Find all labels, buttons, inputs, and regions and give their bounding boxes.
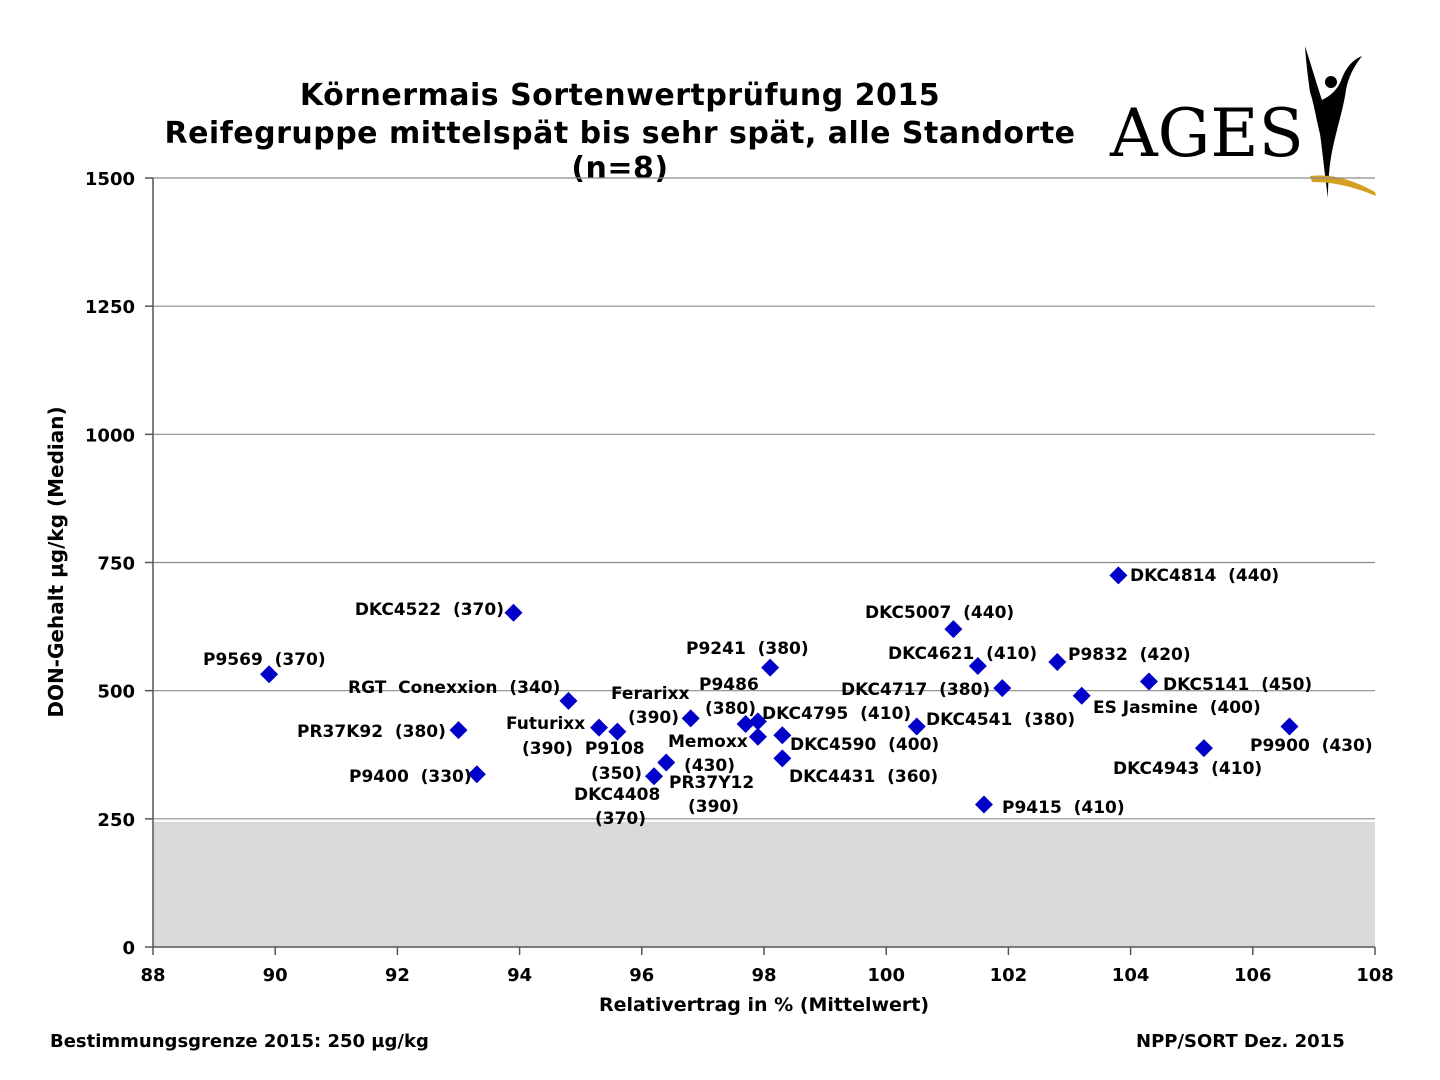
point-label: (390) P9108 — [522, 739, 645, 759]
point-label: PR37K92 (380) — [297, 722, 446, 742]
data-point — [748, 727, 767, 746]
x-tick-label: 106 — [1234, 965, 1272, 986]
point-label: ES Jasmine (400) — [1093, 698, 1261, 718]
data-point — [590, 718, 609, 737]
x-tick-label: 100 — [867, 965, 905, 986]
logo-text: AGES — [1109, 95, 1304, 172]
x-tick-label: 108 — [1356, 965, 1394, 986]
data-point — [761, 658, 780, 677]
x-axis-title: Relativertrag in % (Mittelwert) — [599, 994, 929, 1016]
point-label: (370) — [595, 809, 646, 829]
x-tick-label: 94 — [507, 965, 532, 986]
chart-title-line2: Reifegruppe mittelspät bis sehr spät, al… — [164, 116, 1076, 186]
point-label: P9241 (380) — [686, 639, 809, 659]
point-label: DKC4590 (400) — [790, 735, 939, 755]
point-label: DKC5007 (440) — [865, 603, 1014, 623]
data-point — [504, 603, 523, 622]
data-point — [968, 657, 987, 676]
point-label: DKC4431 (360) — [789, 767, 938, 787]
data-point — [974, 795, 993, 814]
data-point — [681, 709, 700, 728]
point-label: Ferarixx — [611, 684, 689, 704]
footer-source: NPP/SORT Dez. 2015 — [1136, 1031, 1345, 1052]
footer-detection-limit: Bestimmungsgrenze 2015: 250 µg/kg — [50, 1031, 429, 1052]
y-tick-label: 500 — [97, 682, 135, 703]
point-label: DKC4621 (410) — [888, 644, 1037, 664]
x-tick-label: 88 — [140, 965, 165, 986]
data-point — [1139, 672, 1158, 691]
point-label: DKC4522 (370) — [355, 600, 504, 620]
data-point — [645, 767, 664, 786]
data-point — [907, 717, 926, 736]
data-point — [773, 726, 792, 745]
point-label: DKC4408 — [574, 785, 660, 805]
point-label: DKC5141 (450) — [1163, 675, 1312, 695]
data-point — [260, 665, 279, 684]
y-tick-label: 250 — [97, 810, 135, 831]
x-tick-label: 104 — [1112, 965, 1150, 986]
logo-swoosh-icon — [1310, 175, 1376, 196]
y-axis-title: DON-Gehalt µg/kg (Median) — [44, 406, 68, 717]
data-point — [944, 620, 963, 639]
point-label: DKC4795 (410) — [762, 704, 911, 724]
y-tick-label: 1000 — [85, 425, 135, 446]
detection-limit-band — [153, 821, 1375, 947]
point-label: (390) — [628, 708, 679, 728]
point-label: DKC4814 (440) — [1130, 566, 1279, 586]
y-tick-label: 1250 — [85, 297, 135, 318]
point-label: RGT Conexxion (340) — [348, 678, 560, 698]
data-point — [1194, 739, 1213, 758]
data-point — [1072, 686, 1091, 705]
x-tick-label: 98 — [751, 965, 776, 986]
chart-title-line1: Körnermais Sortenwertprüfung 2015 — [299, 78, 941, 113]
x-tick-label: 90 — [263, 965, 288, 986]
point-label: Memoxx — [668, 732, 748, 752]
data-point — [1280, 717, 1299, 736]
point-label: DKC4717 (380) — [841, 680, 990, 700]
y-tick-label: 1500 — [85, 169, 135, 190]
data-point — [773, 749, 792, 768]
data-point — [559, 691, 578, 710]
point-label: PR37Y12 — [669, 773, 754, 793]
point-label: P9569 (370) — [203, 650, 326, 670]
data-point — [748, 712, 767, 731]
data-point — [1109, 566, 1128, 585]
y-tick-label: 750 — [97, 554, 135, 575]
data-point — [1048, 652, 1067, 671]
data-point — [467, 765, 486, 784]
point-label: (430) — [684, 756, 735, 776]
point-label: DKC4541 (380) — [926, 710, 1075, 730]
point-label: P9486 — [699, 675, 759, 695]
point-label: Futurixx — [506, 714, 585, 734]
data-point — [449, 721, 468, 740]
x-tick-label: 96 — [629, 965, 654, 986]
point-label: (350) — [591, 764, 642, 784]
point-label: (390) — [688, 797, 739, 817]
point-label: (380) — [705, 699, 756, 719]
y-tick-label: 0 — [122, 938, 135, 959]
x-tick-label: 102 — [990, 965, 1028, 986]
logo-figure-icon — [1305, 46, 1362, 198]
point-label: P9900 (430) — [1250, 736, 1373, 756]
x-tick-label: 92 — [385, 965, 410, 986]
point-label: P9415 (410) — [1002, 798, 1125, 818]
data-point — [736, 714, 755, 733]
point-label: DKC4943 (410) — [1113, 759, 1262, 779]
data-point — [993, 679, 1012, 698]
point-label: P9400 (330) — [349, 767, 472, 787]
ages-logo: AGES — [1109, 46, 1376, 198]
data-point — [608, 722, 627, 741]
data-point — [657, 753, 676, 772]
point-label: P9832 (420) — [1068, 645, 1191, 665]
